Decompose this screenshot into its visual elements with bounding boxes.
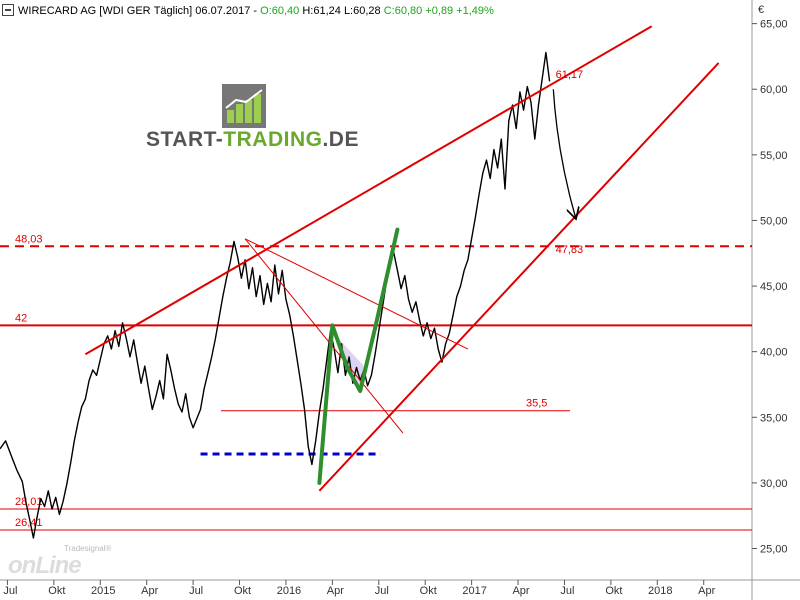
hline-label: 35,5	[526, 398, 547, 410]
x-tick-label: 2018	[648, 585, 672, 597]
watermark-small-text: Tradesignal®	[64, 544, 112, 553]
brand-part-2: TRADING	[223, 128, 323, 151]
y-unit-label: €	[758, 4, 764, 16]
x-tick-label: Okt	[234, 585, 251, 597]
chart-header: WIRECARD AG [WDI GER Täglich] 06.07.2017…	[2, 2, 494, 20]
x-tick-label: Jul	[3, 585, 17, 597]
descending-line-1	[244, 238, 469, 350]
ohlc-prefix: -	[253, 5, 258, 17]
hline-label: 48,03	[15, 233, 43, 245]
hline-label: 42	[15, 312, 27, 324]
x-tick-label: Jul	[560, 585, 574, 597]
descending-line-2	[244, 238, 404, 434]
x-tick-label: Apr	[698, 585, 715, 597]
y-tick-label: 25,00	[760, 544, 788, 556]
close-value: C:60,80	[383, 5, 423, 17]
brand-part-3: .DE	[322, 128, 359, 151]
y-tick-label: 40,00	[760, 347, 788, 359]
x-tick-label: 2015	[91, 585, 115, 597]
x-tick-label: Okt	[48, 585, 65, 597]
y-tick-label: 55,00	[760, 150, 788, 162]
change-percent: +1,49%	[456, 5, 494, 17]
brand-part-1: START-	[146, 128, 224, 151]
y-tick-label: 60,00	[760, 84, 788, 96]
quote-date: 06.07.2017	[195, 5, 251, 17]
x-tick-label: Apr	[512, 585, 529, 597]
price-series-line	[0, 51, 551, 539]
x-tick-label: Jul	[375, 585, 389, 597]
projection-arrow	[552, 89, 575, 218]
y-tick-label: 35,00	[760, 412, 788, 424]
brand-name: START-TRADING.DE	[146, 128, 359, 152]
y-tick-label: 50,00	[760, 215, 788, 227]
x-tick-label: 2016	[277, 585, 301, 597]
x-tick-label: Okt	[420, 585, 437, 597]
x-tick-label: Okt	[605, 585, 622, 597]
period: Täglich]	[153, 5, 193, 17]
low-value: L:60,28	[343, 5, 381, 17]
x-tick-label: Apr	[141, 585, 158, 597]
x-tick-label: 2017	[462, 585, 486, 597]
price-annotation: 61,17	[556, 69, 584, 81]
high-value: H:61,24	[302, 5, 341, 17]
lower-channel-line	[318, 62, 720, 492]
watermark-big-text: onLine	[8, 552, 82, 579]
brand-logo-icon	[222, 84, 266, 128]
symbol-name: WIRECARD AG [WDI GER	[18, 5, 151, 17]
green-pattern-path	[317, 227, 400, 485]
y-tick-label: 45,00	[760, 281, 788, 293]
open-value: O:60,40	[260, 5, 300, 17]
x-tick-label: Jul	[189, 585, 203, 597]
y-tick-label: 65,00	[760, 19, 788, 31]
upper-channel-line	[84, 25, 653, 356]
tradesignal-watermark: Tradesignal® onLine	[6, 544, 116, 580]
hline-label: 26,41	[15, 517, 43, 529]
x-tick-label: Apr	[327, 585, 344, 597]
change-value: +0,89	[425, 5, 454, 17]
hline-label: 28,01	[15, 496, 43, 508]
chart-window-icon[interactable]	[2, 4, 14, 17]
price-annotation: 47,83	[556, 244, 584, 256]
y-tick-label: 30,00	[760, 478, 788, 490]
